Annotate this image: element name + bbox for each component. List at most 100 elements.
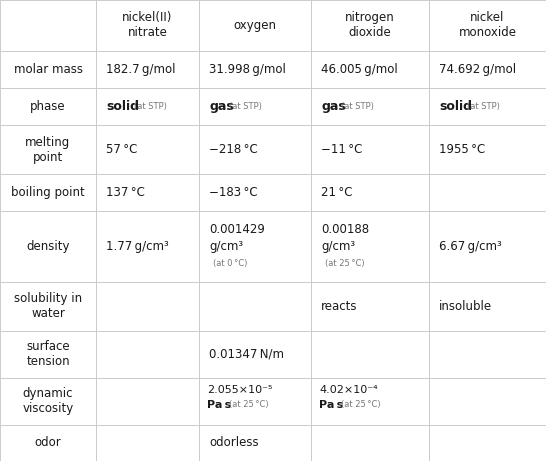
- Bar: [311, 125, 429, 174]
- Bar: [0, 378, 96, 425]
- Text: 0.001429: 0.001429: [209, 224, 265, 236]
- Text: g/cm³: g/cm³: [321, 240, 355, 253]
- Text: (at 0 °C): (at 0 °C): [213, 259, 247, 268]
- Text: insoluble: insoluble: [439, 300, 492, 313]
- Bar: [0, 331, 96, 378]
- Text: solubility in
water: solubility in water: [14, 292, 82, 320]
- Text: surface
tension: surface tension: [26, 340, 70, 368]
- Bar: [429, 0, 546, 51]
- Text: 0.00188: 0.00188: [321, 224, 369, 236]
- Text: (at STP): (at STP): [341, 102, 374, 111]
- Text: 6.67 g/cm³: 6.67 g/cm³: [439, 240, 502, 253]
- Text: gas: gas: [209, 100, 234, 113]
- Bar: [429, 212, 546, 282]
- Bar: [199, 282, 311, 331]
- Bar: [0, 212, 96, 282]
- Bar: [96, 282, 199, 331]
- Text: gas: gas: [321, 100, 346, 113]
- Bar: [311, 331, 429, 378]
- Bar: [96, 174, 199, 212]
- Text: 182.7 g/mol: 182.7 g/mol: [106, 63, 175, 76]
- Text: nickel(II)
nitrate: nickel(II) nitrate: [122, 12, 173, 40]
- Text: 1.77 g/cm³: 1.77 g/cm³: [106, 240, 169, 253]
- Text: g/cm³: g/cm³: [209, 240, 243, 253]
- Bar: [0, 174, 96, 212]
- Bar: [0, 125, 96, 174]
- Bar: [311, 88, 429, 125]
- Text: 137 °C: 137 °C: [106, 186, 145, 199]
- Text: (at 25 °C): (at 25 °C): [325, 259, 365, 268]
- Text: density: density: [26, 240, 70, 253]
- Bar: [199, 88, 311, 125]
- Bar: [311, 0, 429, 51]
- Bar: [429, 425, 546, 461]
- Text: −183 °C: −183 °C: [209, 186, 258, 199]
- Text: Pa s: Pa s: [319, 400, 343, 410]
- Text: 31.998 g/mol: 31.998 g/mol: [209, 63, 286, 76]
- Bar: [429, 331, 546, 378]
- Text: (at 25 °C): (at 25 °C): [341, 400, 381, 409]
- Text: odorless: odorless: [209, 437, 259, 449]
- Bar: [96, 331, 199, 378]
- Bar: [0, 282, 96, 331]
- Bar: [429, 125, 546, 174]
- Text: 46.005 g/mol: 46.005 g/mol: [321, 63, 397, 76]
- Text: molar mass: molar mass: [14, 63, 82, 76]
- Text: 0.01347 N/m: 0.01347 N/m: [209, 348, 284, 361]
- Text: Pa s: Pa s: [207, 400, 232, 410]
- Bar: [199, 212, 311, 282]
- Bar: [96, 51, 199, 88]
- Bar: [429, 174, 546, 212]
- Bar: [96, 378, 199, 425]
- Bar: [429, 378, 546, 425]
- Bar: [199, 174, 311, 212]
- Text: dynamic
viscosity: dynamic viscosity: [22, 387, 74, 415]
- Bar: [96, 0, 199, 51]
- Text: −11 °C: −11 °C: [321, 143, 363, 156]
- Bar: [311, 282, 429, 331]
- Bar: [199, 51, 311, 88]
- Text: 74.692 g/mol: 74.692 g/mol: [439, 63, 516, 76]
- Bar: [0, 51, 96, 88]
- Bar: [199, 378, 311, 425]
- Text: nickel
monoxide: nickel monoxide: [459, 12, 517, 40]
- Text: 2.055×10⁻⁵: 2.055×10⁻⁵: [207, 384, 272, 395]
- Text: reacts: reacts: [321, 300, 358, 313]
- Text: solid: solid: [106, 100, 139, 113]
- Bar: [0, 0, 96, 51]
- Bar: [429, 51, 546, 88]
- Bar: [0, 425, 96, 461]
- Bar: [199, 331, 311, 378]
- Bar: [96, 88, 199, 125]
- Text: boiling point: boiling point: [11, 186, 85, 199]
- Text: 21 °C: 21 °C: [321, 186, 353, 199]
- Text: 57 °C: 57 °C: [106, 143, 138, 156]
- Bar: [199, 0, 311, 51]
- Bar: [311, 174, 429, 212]
- Text: −218 °C: −218 °C: [209, 143, 258, 156]
- Bar: [96, 212, 199, 282]
- Text: odor: odor: [34, 437, 61, 449]
- Text: melting
point: melting point: [25, 136, 70, 164]
- Text: nitrogen
dioxide: nitrogen dioxide: [345, 12, 395, 40]
- Text: (at STP): (at STP): [229, 102, 262, 111]
- Bar: [0, 88, 96, 125]
- Bar: [429, 282, 546, 331]
- Text: 1955 °C: 1955 °C: [439, 143, 485, 156]
- Text: (at STP): (at STP): [467, 102, 500, 111]
- Bar: [96, 425, 199, 461]
- Bar: [199, 425, 311, 461]
- Text: solid: solid: [439, 100, 472, 113]
- Text: phase: phase: [30, 100, 66, 113]
- Bar: [311, 212, 429, 282]
- Bar: [429, 88, 546, 125]
- Bar: [96, 125, 199, 174]
- Text: oxygen: oxygen: [234, 19, 276, 32]
- Bar: [311, 378, 429, 425]
- Text: 4.02×10⁻⁴: 4.02×10⁻⁴: [319, 384, 378, 395]
- Bar: [311, 51, 429, 88]
- Bar: [311, 425, 429, 461]
- Text: (at 25 °C): (at 25 °C): [229, 400, 269, 409]
- Text: (at STP): (at STP): [134, 102, 167, 111]
- Bar: [199, 125, 311, 174]
